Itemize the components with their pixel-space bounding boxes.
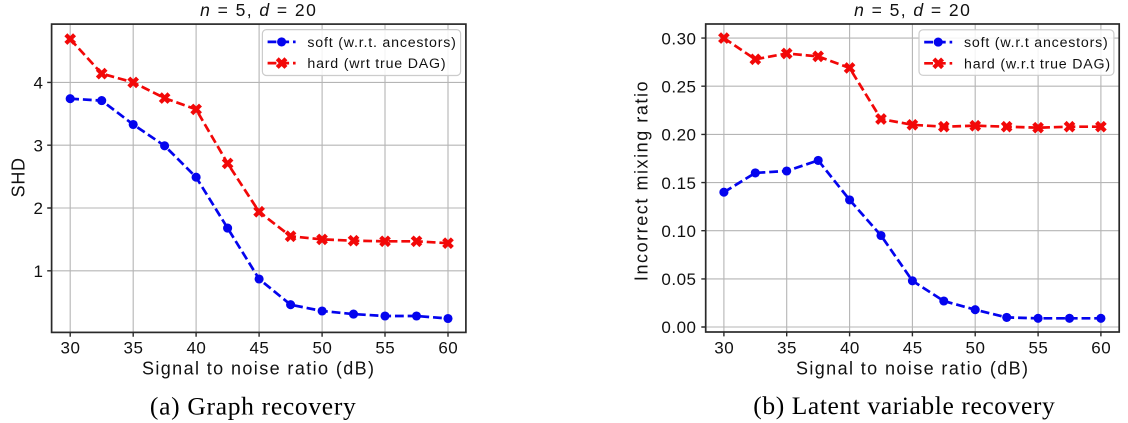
svg-text:Signal to noise ratio (dB): Signal to noise ratio (dB)	[796, 359, 1030, 379]
svg-text:4: 4	[34, 74, 44, 93]
svg-text:60: 60	[1091, 338, 1111, 357]
svg-text:0.00: 0.00	[661, 318, 696, 337]
svg-text:SHD: SHD	[8, 157, 28, 197]
svg-text:(a) Graph recovery: (a) Graph recovery	[150, 392, 357, 421]
svg-text:40: 40	[186, 338, 206, 357]
svg-text:0.15: 0.15	[661, 174, 696, 193]
svg-text:55: 55	[1028, 338, 1048, 357]
svg-text:0.20: 0.20	[661, 126, 696, 145]
svg-text:55: 55	[375, 338, 395, 357]
svg-text:3: 3	[34, 136, 44, 155]
svg-text:soft (w.r.t. ancestors): soft (w.r.t. ancestors)	[307, 35, 456, 51]
svg-text:hard (w.r.t true DAG): hard (w.r.t true DAG)	[964, 56, 1111, 72]
svg-text:40: 40	[840, 338, 860, 357]
svg-text:30: 30	[714, 338, 734, 357]
svg-text:hard (wrt true DAG): hard (wrt true DAG)	[307, 56, 446, 72]
svg-text:1: 1	[34, 262, 44, 281]
svg-text:(b) Latent variable recovery: (b) Latent variable recovery	[753, 391, 1055, 420]
svg-text:35: 35	[124, 338, 144, 357]
svg-text:45: 45	[249, 338, 269, 357]
svg-text:n = 5, d = 20: n = 5, d = 20	[200, 0, 317, 20]
svg-text:0.05: 0.05	[661, 270, 696, 289]
svg-text:50: 50	[966, 338, 986, 357]
svg-text:50: 50	[312, 338, 332, 357]
svg-text:0.30: 0.30	[661, 29, 696, 48]
svg-text:n = 5, d = 20: n = 5, d = 20	[854, 0, 971, 20]
svg-text:Incorrect mixing ratio: Incorrect mixing ratio	[631, 80, 651, 281]
svg-text:Signal to noise ratio (dB): Signal to noise ratio (dB)	[142, 359, 376, 379]
svg-text:2: 2	[34, 199, 44, 218]
svg-text:60: 60	[438, 338, 458, 357]
svg-text:30: 30	[61, 338, 81, 357]
svg-text:0.10: 0.10	[661, 222, 696, 241]
svg-text:0.25: 0.25	[661, 78, 696, 97]
svg-text:45: 45	[903, 338, 923, 357]
svg-text:soft (w.r.t ancestors): soft (w.r.t ancestors)	[964, 35, 1109, 51]
svg-text:35: 35	[777, 338, 797, 357]
